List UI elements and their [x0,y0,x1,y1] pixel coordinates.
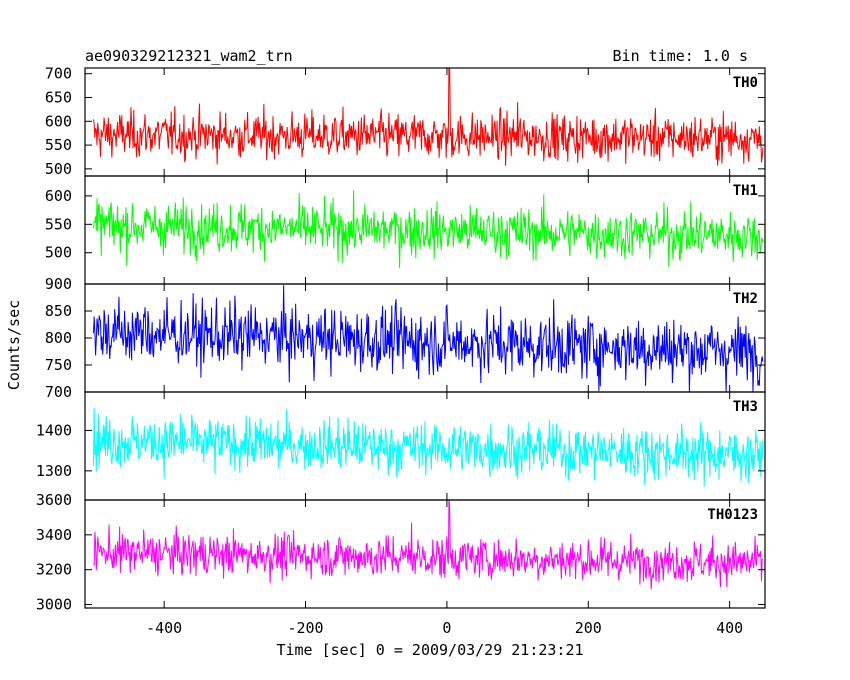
panel-frame [84,67,766,177]
panel-th1: 500 550 600 TH1 [45,175,766,285]
y-tick-label: 500 [45,160,72,178]
y-tick-label: 900 [45,275,72,293]
y-tick-label: 1300 [36,462,72,480]
y-tick-label: 3000 [36,596,72,614]
x-tick-label: -200 [287,619,323,637]
y-tick-label: 850 [45,302,72,320]
y-tick-label: 500 [45,244,72,262]
panel-th0: 500 550 600 650 700 TH0 [45,65,766,178]
series-line-th0123 [93,500,764,590]
x-tick-label: 200 [575,619,602,637]
panel-th0123: 3000 3200 3400 3600 TH0123 [36,491,766,614]
y-axis-label: Counts/sec [5,300,23,390]
series-line-th0 [92,68,764,166]
panel-label-th0123: TH0123 [707,507,758,523]
chart-title-right: Bin time: 1.0 s [613,47,748,65]
y-tick-label: 1400 [36,421,72,439]
series-line-th1 [92,189,764,268]
panels-group: 500 550 600 650 700 TH0 500 550 600 TH1 700 750 800 8… [36,65,766,614]
y-tick-label: 600 [45,187,72,205]
y-tick-label: 750 [45,356,72,374]
y-tick-label: 650 [45,88,72,106]
panel-label-th2: TH2 [733,291,758,307]
panel-label-th0: TH0 [733,75,758,91]
y-tick-label: 550 [45,136,72,154]
panel-label-th1: TH1 [733,183,758,199]
y-tick-label: 700 [45,383,72,401]
panel-th2: 700 750 800 850 900 TH2 [45,275,766,401]
chart-title-left: ae090329212321_wam2_trn [85,47,293,65]
panel-th3: 1300 1400 TH3 [36,391,766,501]
y-tick-label: 3600 [36,491,72,509]
series-line-th3 [92,408,764,487]
x-tick-label: 0 [442,619,451,637]
panel-frame [84,499,766,609]
y-tick-label: 700 [45,65,72,83]
y-tick-label: 3400 [36,526,72,544]
y-tick-label: 550 [45,215,72,233]
y-tick-label: 3200 [36,561,72,579]
panel-label-th3: TH3 [733,399,758,415]
x-tick-label: -400 [146,619,182,637]
x-axis-label: Time [sec] 0 = 2009/03/29 21:23:21 [276,641,583,659]
x-tick-label: 400 [716,619,743,637]
series-line-th2 [92,285,764,392]
x-axis: -400 -200 0 200 400 [146,619,743,637]
y-tick-label: 600 [45,112,72,130]
y-tick-label: 800 [45,329,72,347]
